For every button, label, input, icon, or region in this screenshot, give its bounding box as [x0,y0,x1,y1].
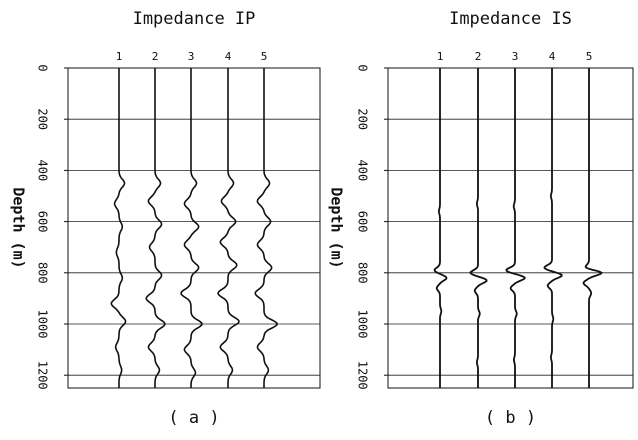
trace-5-line [582,68,603,388]
y-tick-label: 1000 [356,310,370,339]
trace-label: 1 [116,50,123,63]
y-tick-label: 200 [356,108,370,130]
trace-label: 2 [475,50,482,63]
panel-label: ( a ) [168,408,219,428]
plot-frame [387,67,634,389]
y-tick-label: 200 [36,108,50,130]
trace-1-line [110,68,127,388]
trace-label: 3 [512,50,519,63]
y-tick-label: 1200 [356,361,370,390]
y-tick-label: 400 [356,160,370,182]
y-tick-label: 800 [36,262,50,284]
y-tick-label: 600 [356,211,370,233]
y-tick-label: 1000 [36,310,50,339]
trace-2-line [469,68,488,388]
trace-label: 4 [225,50,232,63]
trace-label: 5 [261,50,268,63]
trace-label: 4 [549,50,556,63]
trace-5-line [254,68,279,388]
y-tick-label: 800 [356,262,370,284]
y-axis-label: Depth (m) [328,187,346,268]
y-tick-label: 0 [36,64,50,71]
trace-3-line [505,68,526,388]
panel-label: ( b ) [485,408,536,428]
chart-title: Impedance IP [133,9,256,29]
trace-4-line [543,68,563,388]
y-tick-label: 1200 [36,361,50,390]
y-tick-label: 0 [356,64,370,71]
panel-a: Impedance IP 0 200 400 600 800 1000 1200 Depth (… [10,9,321,428]
trace-2-line [145,68,166,388]
trace-label: 3 [188,50,195,63]
panel-b: Impedance IS 0 200 400 600 800 1000 1200 Depth (… [328,9,634,428]
trace-4-line [217,68,240,388]
trace-3-line [180,68,203,388]
plot-frame [67,67,321,389]
trace-label: 1 [437,50,444,63]
trace-label: 2 [152,50,159,63]
y-tick-label: 400 [36,160,50,182]
trace-label: 5 [586,50,593,63]
chart-title: Impedance IS [449,9,572,29]
y-tick-label: 600 [36,211,50,233]
y-axis-label: Depth (m) [10,187,28,268]
trace-1-line [433,68,448,388]
